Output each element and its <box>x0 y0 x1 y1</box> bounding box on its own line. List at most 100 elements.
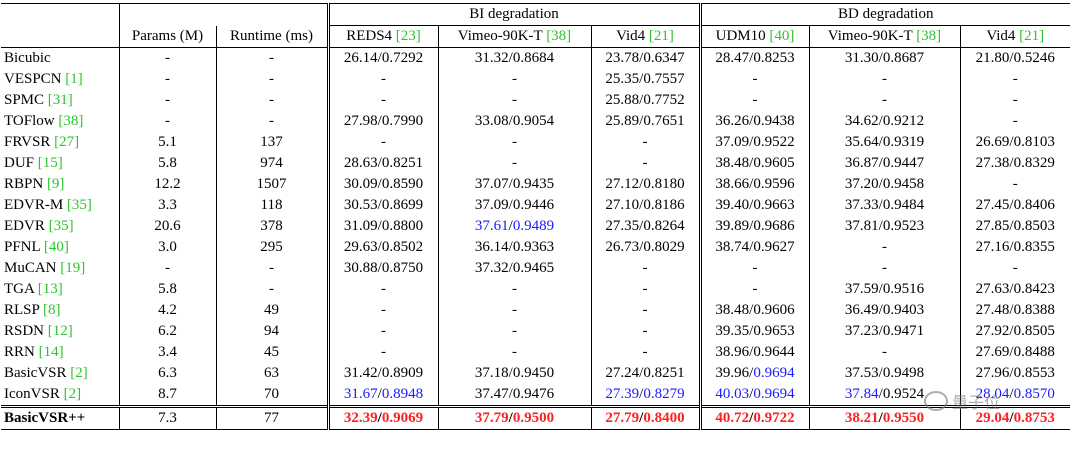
table-row: VESPCN [1] - - - -25.35/0.7557- - - <box>1 69 1070 90</box>
psnr-value: 25.88 <box>605 92 640 108</box>
psnr-value: 40.03 <box>715 386 750 402</box>
metric-cell: - <box>326 342 438 363</box>
params-cell: - <box>118 47 216 69</box>
metric-cell: 37.79/0.9500 <box>437 405 591 430</box>
psnr-value: 37.32 <box>474 260 509 276</box>
ssim-value: 0.9054 <box>512 113 555 129</box>
ssim-value: 0.8264 <box>643 218 685 234</box>
bd-group-header: BD degradation <box>698 3 1070 26</box>
ssim-value: 0.9694 <box>753 386 795 402</box>
metric-cell: - <box>590 321 700 342</box>
method-name: RLSP [8] <box>4 302 61 318</box>
ssim-value: 0.9458 <box>882 176 925 192</box>
ssim-value: 0.9500 <box>512 410 555 426</box>
psnr-value: 36.14 <box>474 239 509 255</box>
bi-col-header-reds4: REDS4 [23] <box>326 25 438 48</box>
watermark: 量子位 <box>924 389 1000 413</box>
metric-cell: 28.04/0.8570 <box>959 384 1070 407</box>
metric-cell: 35.64/0.9319 <box>808 132 960 153</box>
runtime-cell: 45 <box>215 342 328 363</box>
metric-cell: - <box>959 258 1070 279</box>
citation: [38] <box>58 113 84 129</box>
ssim-value: 0.8800 <box>381 218 424 234</box>
psnr-value: 26.69 <box>975 134 1010 150</box>
ssim-value: 0.9212 <box>882 113 925 129</box>
psnr-value: 37.09 <box>715 134 750 150</box>
table-row: RSDN [12] 6.2 94- - -39.35/0.9653 37.23/0.947… <box>1 321 1070 342</box>
ssim-value: 0.6347 <box>643 50 685 66</box>
ssim-value: 0.9435 <box>512 176 555 192</box>
bd-col-header-udm10: UDM10 [40] <box>698 25 809 48</box>
metric-cell: 37.09/0.9446 <box>437 195 591 216</box>
ssim-value: 0.8502 <box>381 239 424 255</box>
params-cell: 3.0 <box>118 237 216 258</box>
method-name: SPMC [31] <box>4 92 73 108</box>
metric-cell: 37.33/0.9484 <box>808 195 960 216</box>
runtime-header: Runtime (ms) <box>215 25 328 48</box>
psnr-value: 37.53 <box>844 365 879 381</box>
citation: [19] <box>60 260 86 276</box>
psnr-value: 27.85 <box>975 218 1010 234</box>
ssim-value: 0.9363 <box>512 239 555 255</box>
psnr-value: 27.63 <box>975 281 1010 297</box>
psnr-value: 27.96 <box>975 365 1010 381</box>
watermark-text: 量子位 <box>952 393 1001 412</box>
ssim-value: 0.9694 <box>753 365 795 381</box>
table-row: DUF [15] 5.8 974 28.63/0.8251- -38.48/0.9605… <box>1 153 1070 174</box>
ssim-value: 0.8329 <box>1013 155 1055 171</box>
citation: [40] <box>43 239 69 255</box>
bd-col-header-vid4: Vid4 [21] <box>959 25 1070 48</box>
runtime-cell: 94 <box>215 321 328 342</box>
params-cell: 7.3 <box>118 405 216 430</box>
metric-cell: 39.89/0.9686 <box>698 216 809 237</box>
psnr-value: 27.45 <box>975 197 1010 213</box>
params-cell: - <box>118 258 216 279</box>
ssim-value: 0.8570 <box>1013 386 1055 402</box>
results-table: BI degradation BD degradation Params (M)… <box>1 3 1070 430</box>
psnr-value: 38.74 <box>715 239 750 255</box>
ssim-value: 0.9606 <box>753 302 795 318</box>
metric-cell: - <box>437 279 591 300</box>
psnr-value: 32.39 <box>343 410 378 426</box>
method-name: TOFlow [38] <box>4 113 84 129</box>
metric-cell: - <box>590 300 700 321</box>
metric-cell: - <box>590 279 700 300</box>
metric-cell: 27.38/0.8329 <box>959 153 1070 174</box>
metric-cell: 37.23/0.9471 <box>808 321 960 342</box>
psnr-value: 25.89 <box>605 113 640 129</box>
psnr-value: 30.09 <box>343 176 378 192</box>
metric-cell: 37.07/0.9435 <box>437 174 591 195</box>
table-row: BasicVSR [2] 6.3 63 31.42/0.8909 37.18/0.945… <box>1 363 1070 384</box>
ssim-value: 0.7651 <box>643 113 685 129</box>
citation: [8] <box>43 302 61 318</box>
citation: [2] <box>63 386 82 402</box>
psnr-value: 37.81 <box>844 218 879 234</box>
psnr-value: 38.48 <box>715 155 750 171</box>
psnr-value: 27.48 <box>975 302 1010 318</box>
metric-cell: - <box>698 69 809 90</box>
psnr-value: 39.40 <box>715 197 750 213</box>
psnr-value: 37.20 <box>844 176 879 192</box>
ssim-value: 0.9605 <box>753 155 795 171</box>
metric-cell: - <box>326 300 438 321</box>
metric-cell: - <box>326 90 438 111</box>
method-name: TGA [13] <box>4 281 63 297</box>
method-name: RBPN [9] <box>4 176 65 192</box>
ssim-value: 0.8750 <box>381 260 424 276</box>
metric-cell: 37.18/0.9450 <box>437 363 591 384</box>
ssim-value: 0.8251 <box>381 155 424 171</box>
params-cell: 5.8 <box>118 279 216 300</box>
ssim-value: 0.9069 <box>381 410 424 426</box>
metric-cell: 32.39/0.9069 <box>326 405 438 430</box>
params-cell: - <box>118 111 216 132</box>
citation: [35] <box>48 218 74 234</box>
ssim-value: 0.8699 <box>381 197 424 213</box>
runtime-cell: 295 <box>215 237 328 258</box>
metric-cell: - <box>698 279 809 300</box>
citation: [31] <box>47 92 73 108</box>
metric-cell: 40.72/0.9722 <box>698 405 809 430</box>
metric-cell: 37.53/0.9498 <box>808 363 960 384</box>
metric-cell: 36.87/0.9447 <box>808 153 960 174</box>
metric-cell: 37.09/0.9522 <box>698 132 809 153</box>
metric-cell: 29.04/0.8753 <box>959 405 1070 430</box>
